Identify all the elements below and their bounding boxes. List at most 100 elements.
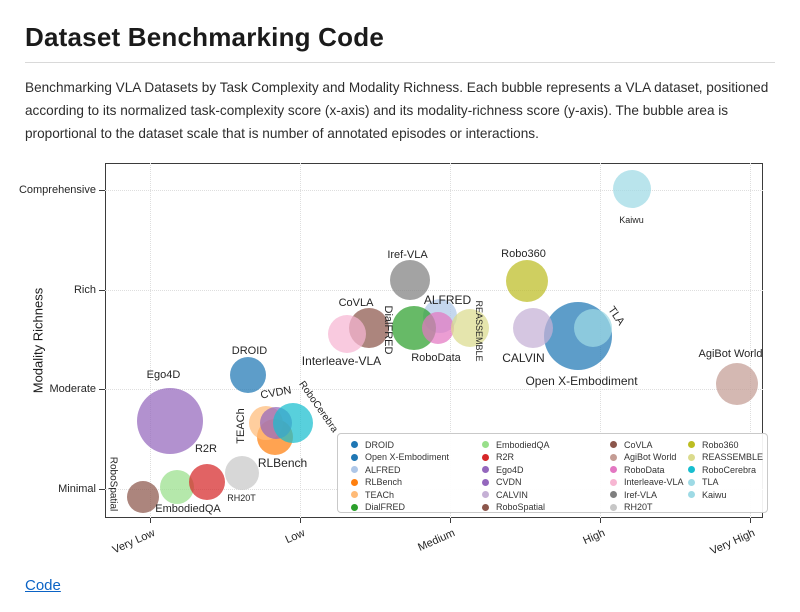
bubble-agibot-world [715, 363, 758, 406]
legend-label: RoboSpatial [496, 502, 546, 513]
legend-item: CVDN [482, 476, 550, 488]
x-gridline [150, 163, 152, 518]
legend-label: Interleave-VLA [624, 477, 684, 488]
legend-column: EmbodiedQA R2R Ego4D CVDN CALVIN RoboSpatial [482, 439, 550, 514]
bubble-label-r2r: R2R [194, 443, 218, 456]
bubble-label-open-x-embodiment: Open X-Embodiment [525, 373, 638, 388]
legend-dot-icon [610, 491, 617, 499]
legend-item: ALFRED [351, 464, 449, 476]
y-gridline [105, 389, 763, 391]
legend-label: EmbodiedQA [496, 439, 550, 450]
y-gridline [105, 189, 763, 192]
legend-item: DROID [351, 439, 449, 451]
legend-dot-icon [351, 478, 358, 486]
x-tick-label: Medium [416, 527, 457, 554]
bubble-label-iref-vla: Iref-VLA [387, 248, 428, 261]
y-tick-mark [99, 489, 105, 490]
x-tick-mark [150, 518, 151, 523]
legend-dot-icon [482, 466, 489, 474]
legend-column: CoVLA AgiBot World RoboData Interleave-VLA I… [610, 439, 684, 514]
x-tick-label: Very Low [110, 527, 157, 557]
x-gridline [450, 163, 452, 518]
legend-dot-icon [610, 503, 617, 511]
x-tick-mark [450, 518, 451, 523]
x-tick-label: Very High [708, 527, 757, 558]
bubble-label-ego4d: Ego4D [146, 369, 181, 382]
legend-item: Kaiwu [688, 489, 763, 501]
legend-dot-icon [610, 453, 617, 461]
bubble-droid [229, 357, 266, 394]
legend-dot-icon [482, 478, 489, 486]
legend-label: RoboData [624, 464, 665, 475]
bubble-r2r [189, 464, 225, 501]
legend-item: RoboCerebra [688, 464, 763, 476]
legend-dot-icon [482, 491, 489, 499]
legend-label: R2R [496, 452, 515, 463]
x-tick-mark [600, 518, 601, 523]
bubble-robo360 [505, 259, 548, 302]
bubble-embodiedqa [160, 470, 194, 504]
legend-item: EmbodiedQA [482, 439, 550, 451]
x-tick-mark [750, 518, 751, 523]
legend-label: RH20T [624, 502, 653, 513]
y-tick-mark [99, 389, 105, 391]
bubble-label-teach: TEACh [234, 408, 247, 444]
legend-dot-icon [610, 478, 617, 486]
legend-item: RLBench [351, 476, 449, 488]
legend-label: Kaiwu [702, 489, 727, 500]
y-tick-label: Rich [73, 283, 96, 296]
x-tick-label: Low [283, 527, 307, 547]
legend-label: Robo360 [702, 439, 739, 450]
legend-label: CoVLA [624, 439, 653, 450]
bubble-label-droid: DROID [231, 345, 268, 358]
legend-column: DROID Open X-Embodiment ALFRED RLBench TEACh… [351, 439, 449, 514]
bubble-robodata [422, 311, 454, 344]
legend-dot-icon [610, 441, 617, 449]
bubble-rh20t [224, 456, 259, 491]
y-tick-label: Comprehensive [18, 183, 96, 196]
legend-item: Robo360 [688, 439, 763, 451]
legend-item: REASSEMBLE [688, 451, 763, 463]
bubble-label-robospatial: RoboSpatial [107, 456, 118, 512]
bubble-label-embodiedqa: EmbodiedQA [155, 503, 221, 515]
legend-label: DialFRED [365, 502, 406, 513]
legend-dot-icon [351, 441, 358, 449]
bubble-robospatial [126, 480, 159, 513]
legend-column: Robo360 REASSEMBLE RoboCerebra TLA Kaiwu [688, 439, 763, 501]
legend-dot-icon [351, 466, 358, 474]
legend-item: Iref-VLA [610, 489, 684, 501]
y-tick-mark [99, 189, 105, 191]
legend-item: DialFRED [351, 501, 449, 513]
x-tick-mark [300, 518, 301, 523]
legend-dot-icon [688, 466, 695, 474]
legend-label: AgiBot World [624, 452, 677, 463]
legend-item: TLA [688, 476, 763, 488]
legend-dot-icon [351, 503, 358, 511]
bubble-label-covla: CoVLA [338, 296, 374, 309]
code-link[interactable]: Code [25, 577, 61, 594]
y-tick-mark [99, 289, 105, 291]
y-gridline [105, 289, 763, 292]
legend-label: CVDN [496, 477, 522, 488]
legend-dot-icon [688, 478, 695, 486]
legend-label: Ego4D [496, 464, 524, 475]
legend-label: CALVIN [496, 489, 528, 500]
x-tick-label: High [581, 527, 607, 548]
bubble-label-alfred: ALFRED [423, 292, 472, 307]
legend-item: RH20T [610, 501, 684, 513]
bubble-label-calvin: CALVIN [502, 350, 545, 365]
y-axis-title: Modality Richness [30, 287, 46, 394]
bubble-robocerebra [272, 403, 313, 444]
legend-label: Open X-Embodiment [365, 452, 450, 463]
legend-dot-icon [482, 503, 489, 511]
legend-item: RoboSpatial [482, 501, 550, 513]
title-divider [25, 62, 775, 63]
bubble-label-agibot-world: AgiBot World [698, 348, 763, 361]
legend-label: TLA [702, 477, 719, 488]
legend-dot-icon [482, 453, 489, 461]
legend-dot-icon [351, 453, 358, 461]
y-tick-label: Minimal [58, 483, 96, 495]
legend-item: AgiBot World [610, 451, 684, 463]
